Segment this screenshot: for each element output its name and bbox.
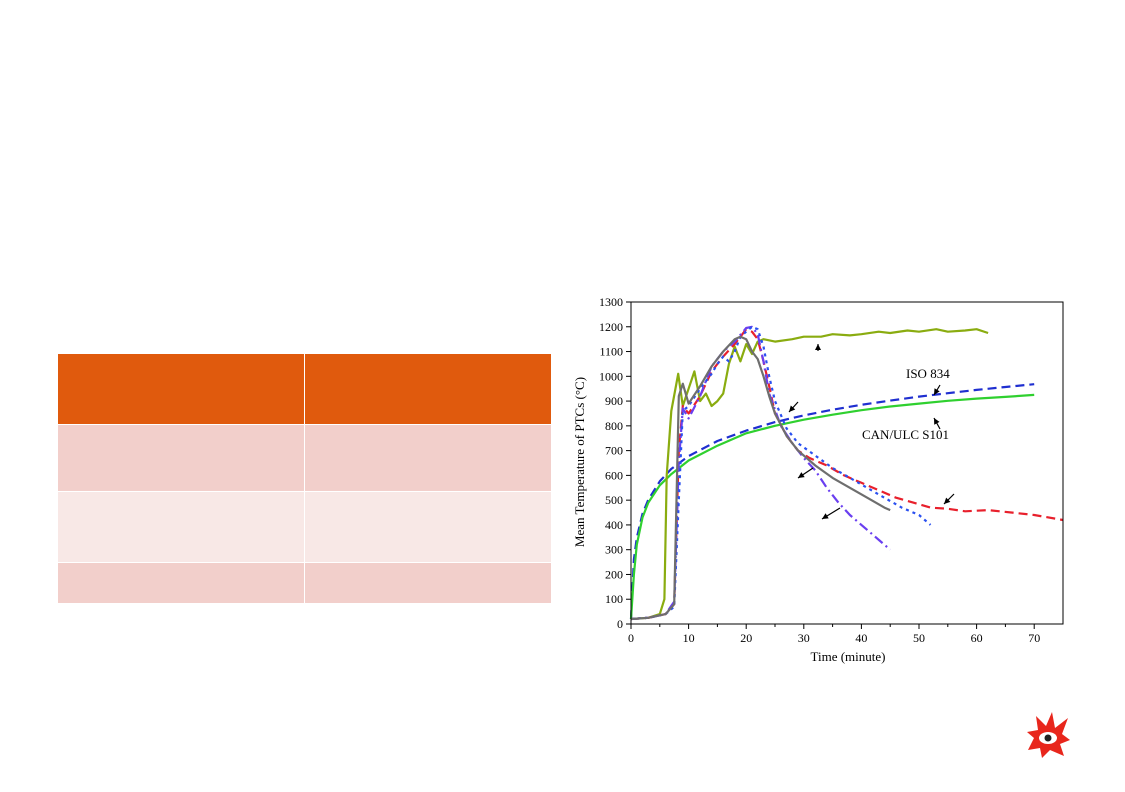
y-tick-label: 700 [605,444,623,458]
x-tick-label: 10 [683,631,695,645]
table-row [57,562,552,604]
y-tick-label: 500 [605,493,623,507]
y-tick-label: 600 [605,468,623,482]
table-row [57,491,552,563]
series-line-0 [629,383,1035,620]
annotation-arrowhead [934,418,940,425]
x-tick-label: 40 [855,631,867,645]
series-layer [629,325,1064,621]
x-tick-label: 50 [913,631,925,645]
y-axis-label: Mean Temperature of PTCs (°C) [572,377,587,547]
x-axis-label: Time (minute) [811,649,886,664]
y-tick-label: 100 [605,592,623,606]
table-header-row [57,353,552,425]
annotation-arrowhead [789,405,796,412]
series-line-6 [630,335,891,621]
flame-eye-icon [1027,712,1070,758]
annotation-arrowhead [815,344,821,350]
y-tick-label: 1000 [599,369,623,383]
data-table [57,353,552,604]
x-tick-label: 0 [628,631,634,645]
series-line-5 [630,325,932,621]
series-line-1 [629,393,1035,620]
annotation-arrowhead [798,472,805,478]
annotation-can-ulc-s101: CAN/ULC S101 [862,427,949,442]
table-header-cell [304,353,552,425]
table-cell [57,424,305,492]
table-cell [57,491,305,563]
table-cell [304,562,552,604]
x-tick-label: 20 [740,631,752,645]
x-tick-label: 70 [1028,631,1040,645]
annotation-arrowhead [822,513,829,519]
axes-layer: 0 10 20 30 40 50 60 700100200300400500600700800… [599,295,1064,645]
y-tick-label: 800 [605,419,623,433]
y-tick-label: 300 [605,543,623,557]
y-tick-label: 1100 [599,345,623,359]
annotation-iso-834: ISO 834 [906,366,950,381]
temperature-chart: 0 10 20 30 40 50 60 700100200300400500600700800… [568,288,1078,680]
y-tick-label: 200 [605,567,623,581]
series-line-2 [630,328,989,621]
y-tick-label: 400 [605,518,623,532]
series-line-4 [630,325,891,621]
plot-frame [630,301,1064,625]
table-row [57,424,552,492]
table-cell [304,424,552,492]
x-tick-label: 30 [798,631,810,645]
y-tick-label: 0 [617,617,623,631]
x-tick-label: 60 [971,631,983,645]
table-cell [304,491,552,563]
annotation-arrowhead [944,497,951,504]
table-header-cell [57,353,305,425]
annotation-arrowhead [934,388,940,395]
y-tick-label: 900 [605,394,623,408]
y-tick-label: 1300 [599,295,623,309]
y-tick-label: 1200 [599,320,623,334]
table-cell [57,562,305,604]
